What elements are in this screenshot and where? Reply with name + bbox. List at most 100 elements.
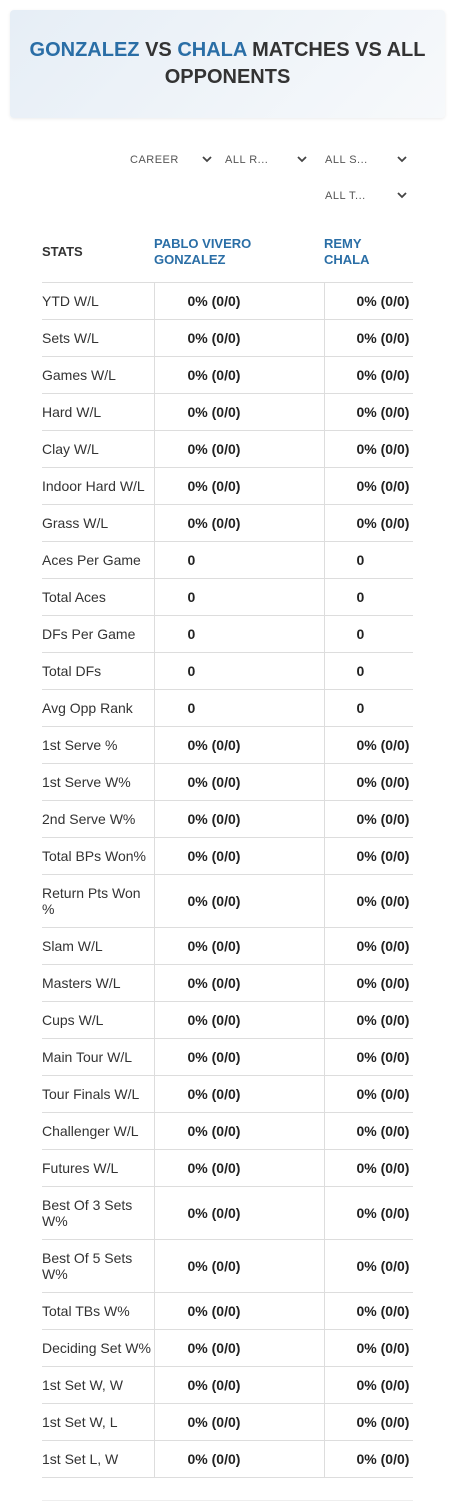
- player-name: CHALA: [177, 39, 247, 61]
- stat-value: 0: [323, 652, 413, 690]
- stat-label: Total DFs: [42, 652, 154, 690]
- stat-row: Games W/L 0% (0/0) 0% (0/0): [42, 356, 413, 394]
- stat-value: 0% (0/0): [153, 1329, 324, 1367]
- stat-row: Futures W/L 0% (0/0) 0% (0/0): [42, 1149, 413, 1187]
- stat-value: 0% (0/0): [153, 726, 324, 764]
- stat-value: 0% (0/0): [323, 874, 413, 928]
- title: GONZALEZ VS CHALA MATCHES VS ALL OPPONEN…: [28, 37, 428, 91]
- filter-select[interactable]: ALL T...: [325, 187, 407, 205]
- stat-value: 0% (0/0): [323, 1186, 413, 1240]
- stat-value: 0% (0/0): [323, 1075, 413, 1113]
- stat-value: 0% (0/0): [153, 1112, 324, 1150]
- stat-label: Games W/L: [42, 356, 154, 394]
- stat-value: 0% (0/0): [153, 874, 324, 928]
- stat-label: Challenger W/L: [42, 1112, 154, 1150]
- stat-value: 0% (0/0): [153, 504, 324, 542]
- stat-row: Main Tour W/L 0% (0/0) 0% (0/0): [42, 1038, 413, 1076]
- stat-row: 1st Serve W% 0% (0/0) 0% (0/0): [42, 763, 413, 801]
- stat-value: 0% (0/0): [323, 1239, 413, 1293]
- stat-value: 0% (0/0): [323, 1001, 413, 1039]
- stat-label: 1st Serve W%: [42, 763, 154, 801]
- stat-value: 0% (0/0): [323, 504, 413, 542]
- divider: [42, 1500, 413, 1501]
- stat-label: 1st Set L, W: [42, 1440, 154, 1478]
- stat-row: 1st Set W, L 0% (0/0) 0% (0/0): [42, 1403, 413, 1441]
- stat-value: 0% (0/0): [153, 1403, 324, 1441]
- player-header[interactable]: REMY CHALA: [324, 236, 370, 267]
- stat-label: 1st Set W, L: [42, 1403, 154, 1441]
- stat-row: 2nd Serve W% 0% (0/0) 0% (0/0): [42, 800, 413, 838]
- stat-label: 2nd Serve W%: [42, 800, 154, 838]
- stat-value: 0% (0/0): [153, 1149, 324, 1187]
- stat-label: Tour Finals W/L: [42, 1075, 154, 1113]
- column-header: PABLO VIVERO GONZALEZ: [154, 222, 324, 283]
- stat-value: 0% (0/0): [153, 1075, 324, 1113]
- stat-value: 0% (0/0): [153, 393, 324, 431]
- stat-value: 0: [323, 689, 413, 727]
- stat-label: Total BPs Won%: [42, 837, 154, 875]
- stat-value: 0% (0/0): [153, 356, 324, 394]
- stat-row: DFs Per Game 0 0: [42, 615, 413, 653]
- chevron: [397, 156, 407, 163]
- stat-label: Slam W/L: [42, 927, 154, 965]
- stat-value: 0% (0/0): [323, 1112, 413, 1150]
- stat-label: YTD W/L: [42, 282, 154, 320]
- stat-label: Clay W/L: [42, 430, 154, 468]
- filter-select[interactable]: CAREER: [130, 151, 212, 169]
- stat-row: Indoor Hard W/L 0% (0/0) 0% (0/0): [42, 467, 413, 505]
- stat-value: 0% (0/0): [323, 282, 413, 320]
- stat-label: Best Of 3 Sets W%: [42, 1186, 154, 1240]
- stat-value: 0% (0/0): [153, 1038, 324, 1076]
- stat-value: 0% (0/0): [323, 726, 413, 764]
- stat-value: 0% (0/0): [323, 356, 413, 394]
- stat-row: Avg Opp Rank 0 0: [42, 689, 413, 727]
- header-row: STATS PABLO VIVERO GONZALEZ REMY CHALA: [42, 222, 413, 283]
- stat-row: Challenger W/L 0% (0/0) 0% (0/0): [42, 1112, 413, 1150]
- stat-row: 1st Serve % 0% (0/0) 0% (0/0): [42, 726, 413, 764]
- stat-value: 0: [323, 541, 413, 579]
- stat-value: 0% (0/0): [153, 763, 324, 801]
- stat-label: Deciding Set W%: [42, 1329, 154, 1367]
- stat-row: Total TBs W% 0% (0/0) 0% (0/0): [42, 1292, 413, 1330]
- stat-row: Total BPs Won% 0% (0/0) 0% (0/0): [42, 837, 413, 875]
- stat-row: YTD W/L 0% (0/0) 0% (0/0): [42, 282, 413, 320]
- stat-label: Hard W/L: [42, 393, 154, 431]
- stat-value: 0% (0/0): [323, 927, 413, 965]
- stat-value: 0% (0/0): [153, 1366, 324, 1404]
- stat-value: 0: [323, 578, 413, 616]
- stat-value: 0% (0/0): [153, 1239, 324, 1293]
- stat-value: 0: [153, 578, 324, 616]
- stat-value: 0: [153, 652, 324, 690]
- stat-value: 0% (0/0): [323, 1292, 413, 1330]
- filter-select[interactable]: ALL S...: [325, 151, 407, 169]
- stat-row: Deciding Set W% 0% (0/0) 0% (0/0): [42, 1329, 413, 1367]
- stat-value: 0% (0/0): [153, 319, 324, 357]
- stat-label: Grass W/L: [42, 504, 154, 542]
- stat-row: Clay W/L 0% (0/0) 0% (0/0): [42, 430, 413, 468]
- stat-label: DFs Per Game: [42, 615, 154, 653]
- column-header: REMY CHALA: [324, 222, 413, 283]
- stat-value: 0% (0/0): [323, 319, 413, 357]
- stat-value: 0% (0/0): [153, 1186, 324, 1240]
- stat-value: 0% (0/0): [323, 1038, 413, 1076]
- stat-value: 0% (0/0): [153, 800, 324, 838]
- stat-label: Main Tour W/L: [42, 1038, 154, 1076]
- stat-label: Total TBs W%: [42, 1292, 154, 1330]
- stat-value: 0% (0/0): [153, 430, 324, 468]
- stat-value: 0% (0/0): [153, 927, 324, 965]
- stat-value: 0% (0/0): [153, 1292, 324, 1330]
- stat-label: Cups W/L: [42, 1001, 154, 1039]
- filter-label: ALL R...: [225, 154, 269, 166]
- stat-row: Tour Finals W/L 0% (0/0) 0% (0/0): [42, 1075, 413, 1113]
- player-header[interactable]: PABLO VIVERO GONZALEZ: [154, 236, 252, 267]
- stat-label: 1st Set W, W: [42, 1366, 154, 1404]
- filter-select[interactable]: ALL R...: [225, 151, 307, 169]
- stat-label: Total Aces: [42, 578, 154, 616]
- stat-label: Indoor Hard W/L: [42, 467, 154, 505]
- stat-value: 0: [153, 541, 324, 579]
- stat-row: Slam W/L 0% (0/0) 0% (0/0): [42, 927, 413, 965]
- stat-value: 0: [153, 689, 324, 727]
- stat-value: 0% (0/0): [153, 467, 324, 505]
- stat-row: 1st Set L, W 0% (0/0) 0% (0/0): [42, 1440, 413, 1478]
